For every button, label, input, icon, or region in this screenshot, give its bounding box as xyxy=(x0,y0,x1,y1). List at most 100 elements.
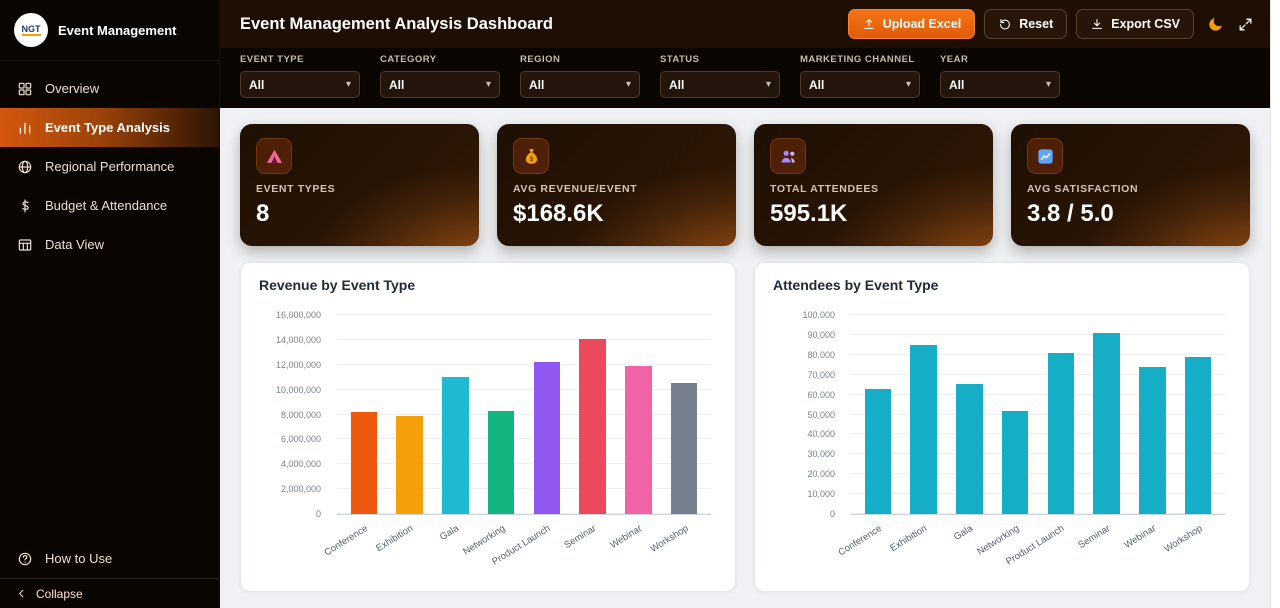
kpi-icon-tile xyxy=(770,138,806,174)
gridline xyxy=(851,473,1225,475)
bar-workshop[interactable] xyxy=(1184,356,1212,514)
kpi-value: 595.1K xyxy=(770,200,848,227)
filter-selected-value: All xyxy=(389,77,405,92)
bar-seminar[interactable] xyxy=(579,338,606,514)
x-slot: Product Launch xyxy=(490,515,570,568)
bar-gala[interactable] xyxy=(442,377,469,514)
x-axis: Conference Exhibition Gala Networking Produc… xyxy=(322,515,711,568)
kpi-card-avg-revenue-event: $ AVG REVENUE/EVENT $168.6K xyxy=(497,124,736,246)
gridline xyxy=(851,373,1225,375)
gridline xyxy=(851,333,1225,335)
filter-select-category[interactable]: All ▾ xyxy=(380,71,500,98)
gridline xyxy=(337,314,711,315)
filter-select-year[interactable]: All ▾ xyxy=(940,71,1060,98)
bar-slot xyxy=(661,315,707,514)
gridline xyxy=(337,413,711,415)
y-tick-label: 50,000 xyxy=(807,409,835,420)
bar-gala[interactable] xyxy=(956,383,983,514)
filter-select-marketing-channel[interactable]: All ▾ xyxy=(800,71,920,98)
y-tick-label: 70,000 xyxy=(807,369,835,380)
filter-select-region[interactable]: All ▾ xyxy=(520,71,640,98)
filter-selected-value: All xyxy=(669,77,685,92)
kpi-row: EVENT TYPES 8 $ AVG REVENUE/EVENT $168.6K TOT… xyxy=(240,124,1250,246)
gridline xyxy=(337,338,711,340)
filter-selected-value: All xyxy=(529,77,545,92)
bar-product-launch[interactable] xyxy=(1047,352,1075,514)
gridline xyxy=(337,488,711,490)
bar-slot xyxy=(478,315,524,514)
sidebar-item-budget-attendance[interactable]: Budget & Attendance xyxy=(0,186,219,225)
filter-bar: EVENT TYPE All ▾ CATEGORY All ▾ REGION All ▾ STAT… xyxy=(220,48,1270,108)
bar-slot xyxy=(1130,315,1176,514)
kpi-label: AVG REVENUE/EVENT xyxy=(513,183,638,195)
filter-status: STATUS All ▾ xyxy=(660,54,780,108)
gridline xyxy=(851,393,1225,395)
export-csv-label: Export CSV xyxy=(1111,17,1180,31)
x-slot: Webinar xyxy=(1123,515,1176,563)
chevron-left-icon xyxy=(15,587,28,600)
page-title: Event Management Analysis Dashboard xyxy=(240,14,553,33)
bar-webinar[interactable] xyxy=(1139,366,1166,514)
logo-text: NGT xyxy=(21,24,41,37)
bar-workshop[interactable] xyxy=(670,383,698,514)
y-tick-label: 2,000,000 xyxy=(280,484,321,495)
y-tick-label: 10,000,000 xyxy=(275,384,321,395)
filter-label: YEAR xyxy=(940,54,969,65)
filter-select-event-type[interactable]: All ▾ xyxy=(240,71,360,98)
filter-select-status[interactable]: All ▾ xyxy=(660,71,780,98)
reset-label: Reset xyxy=(1019,17,1054,31)
plot-area xyxy=(337,314,711,514)
bar-slot xyxy=(433,315,479,514)
sidebar-collapse-button[interactable]: Collapse xyxy=(0,578,219,608)
header: Event Management Analysis Dashboard Uplo… xyxy=(220,0,1270,48)
kpi-label: EVENT TYPES xyxy=(256,183,336,195)
bars xyxy=(851,315,1225,514)
bar-exhibition[interactable] xyxy=(396,415,423,514)
scrollbar[interactable] xyxy=(1270,0,1280,608)
sidebar-item-event-type-analysis[interactable]: Event Type Analysis xyxy=(0,108,219,147)
content: EVENT TYPES 8 $ AVG REVENUE/EVENT $168.6K TOT… xyxy=(220,108,1270,608)
x-tick-label: Gala xyxy=(438,523,462,543)
chevron-down-icon: ▾ xyxy=(485,79,491,90)
filter-label: STATUS xyxy=(660,54,700,65)
gridline xyxy=(337,363,711,365)
gridline xyxy=(851,413,1225,415)
export-csv-button[interactable]: Export CSV xyxy=(1076,9,1194,39)
y-axis: 0 10,000 20,000 30,000 40,000 50,000 60,000 70,… xyxy=(773,310,843,519)
bar-conference[interactable] xyxy=(350,412,378,514)
main: Event Management Analysis Dashboard Uplo… xyxy=(220,0,1270,608)
y-tick-label: 90,000 xyxy=(807,329,835,340)
sidebar-item-overview[interactable]: Overview xyxy=(0,69,219,108)
expand-icon[interactable] xyxy=(1237,16,1254,33)
gridline xyxy=(851,433,1225,435)
chevron-down-icon: ▾ xyxy=(905,79,911,90)
filter-event-type: EVENT TYPE All ▾ xyxy=(240,54,360,108)
download-icon xyxy=(1090,17,1104,31)
bar-product-launch[interactable] xyxy=(533,361,561,514)
bar-slot xyxy=(1038,315,1084,514)
sidebar-item-how-to-use[interactable]: How to Use xyxy=(0,539,219,578)
bar-conference[interactable] xyxy=(864,388,892,514)
upload-excel-button[interactable]: Upload Excel xyxy=(847,9,976,39)
globe-icon xyxy=(17,159,33,175)
bar-networking[interactable] xyxy=(487,410,515,514)
chart-title: Revenue by Event Type xyxy=(259,277,416,293)
y-tick-label: 60,000 xyxy=(807,389,835,400)
x-slot: Seminar xyxy=(563,515,616,563)
sidebar-item-label: Event Type Analysis xyxy=(45,120,170,135)
reset-button[interactable]: Reset xyxy=(984,9,1068,39)
kpi-value: 8 xyxy=(256,200,270,227)
gridline xyxy=(851,493,1225,495)
x-slot: Product Launch xyxy=(1004,515,1084,568)
bar-slot xyxy=(1175,315,1221,514)
sidebar-item-regional-performance[interactable]: Regional Performance xyxy=(0,147,219,186)
bar-networking[interactable] xyxy=(1001,410,1029,514)
bar-webinar[interactable] xyxy=(625,366,652,514)
sidebar-item-label: Budget & Attendance xyxy=(45,198,168,213)
sidebar-item-data-view[interactable]: Data View xyxy=(0,225,219,264)
filter-region: REGION All ▾ xyxy=(520,54,640,108)
grid-icon xyxy=(17,81,33,97)
bar-seminar[interactable] xyxy=(1093,332,1120,514)
moon-icon[interactable] xyxy=(1207,16,1224,33)
bar-exhibition[interactable] xyxy=(910,344,937,514)
